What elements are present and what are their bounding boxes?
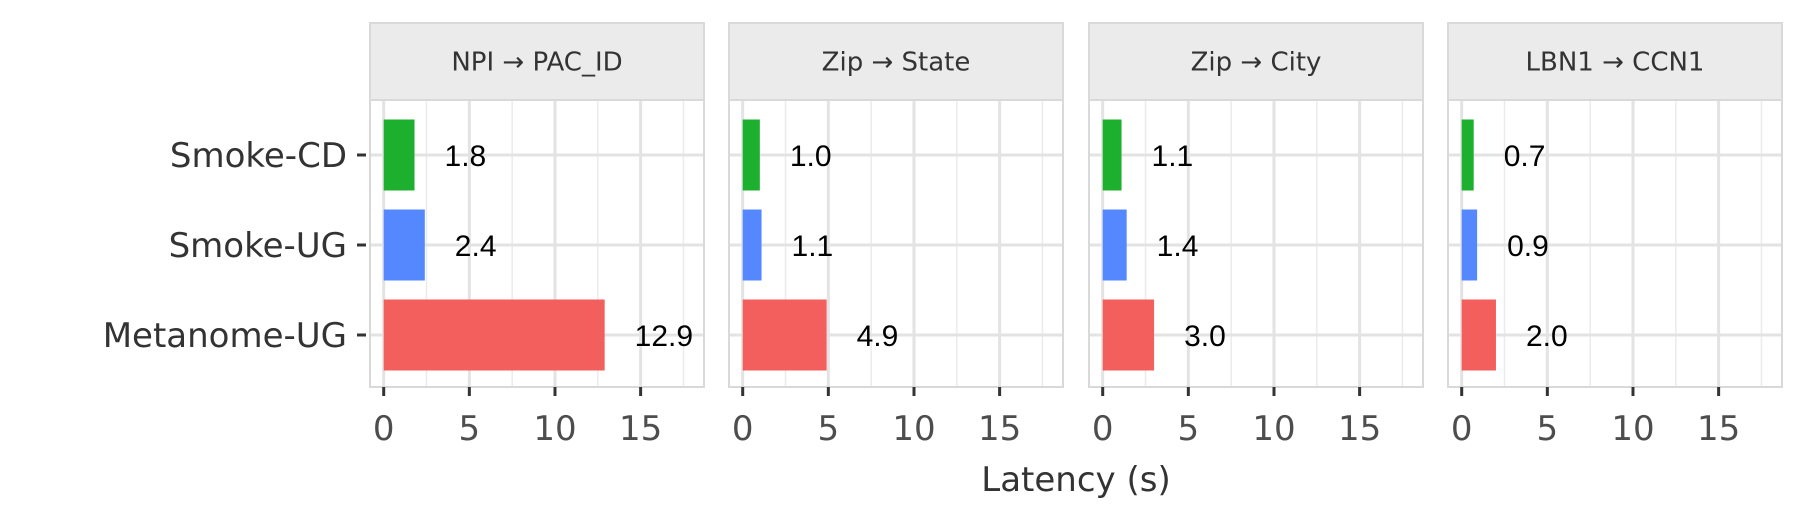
x-tick-label: 0 — [1092, 409, 1114, 449]
facet-title: NPI → PAC_ID — [451, 48, 622, 78]
bar-smoke-ug — [1102, 209, 1127, 281]
facet-title: LBN1 → CCN1 — [1526, 48, 1705, 78]
value-label: 3.0 — [1184, 320, 1226, 353]
x-tick-label: 10 — [533, 409, 576, 449]
value-label: 1.8 — [445, 140, 487, 173]
bar-smoke-ug — [1461, 209, 1478, 281]
value-label: 1.1 — [1152, 140, 1194, 173]
bar-smoke-cd — [742, 119, 760, 191]
facet-strip — [1088, 22, 1424, 101]
facet-strip — [728, 22, 1064, 101]
x-tick-label: 15 — [978, 409, 1021, 449]
value-label: 2.0 — [1526, 320, 1568, 353]
facet-strip — [369, 22, 705, 101]
x-tick-label: 15 — [619, 409, 662, 449]
value-label: 1.4 — [1157, 230, 1199, 263]
value-label: 4.9 — [857, 320, 899, 353]
x-axis-title: Latency (s) — [981, 460, 1170, 500]
bar-metanome-ug — [1102, 299, 1155, 371]
bar-metanome-ug — [742, 299, 827, 371]
value-label: 0.7 — [1504, 140, 1546, 173]
category-label: Smoke-UG — [169, 226, 347, 266]
x-tick-label: 5 — [459, 409, 481, 449]
category-label: Smoke-CD — [170, 136, 347, 176]
bar-smoke-cd — [383, 119, 415, 191]
value-label: 0.9 — [1507, 230, 1549, 263]
x-tick-label: 0 — [732, 409, 754, 449]
x-tick-label: 5 — [1537, 409, 1559, 449]
x-tick-label: 0 — [1451, 409, 1473, 449]
value-label: 1.1 — [792, 230, 834, 263]
facet-strip — [1447, 22, 1783, 101]
x-tick-label: 0 — [373, 409, 395, 449]
x-tick-label: 10 — [1252, 409, 1295, 449]
facet-title: Zip → City — [1191, 48, 1322, 78]
x-tick-label: 15 — [1338, 409, 1381, 449]
value-label: 2.4 — [455, 230, 497, 263]
value-label: 1.0 — [790, 140, 832, 173]
x-tick-label: 5 — [818, 409, 840, 449]
x-tick-label: 5 — [1178, 409, 1200, 449]
value-label: 12.9 — [635, 320, 693, 353]
x-tick-label: 10 — [892, 409, 935, 449]
x-tick-label: 15 — [1697, 409, 1740, 449]
bar-smoke-cd — [1461, 119, 1474, 191]
bar-smoke-ug — [742, 209, 762, 281]
bar-metanome-ug — [1461, 299, 1496, 371]
bar-smoke-cd — [1102, 119, 1122, 191]
facet-title: Zip → State — [822, 48, 971, 78]
bar-smoke-ug — [383, 209, 425, 281]
category-label: Metanome-UG — [103, 316, 347, 356]
bar-metanome-ug — [383, 299, 605, 371]
x-tick-label: 10 — [1611, 409, 1654, 449]
